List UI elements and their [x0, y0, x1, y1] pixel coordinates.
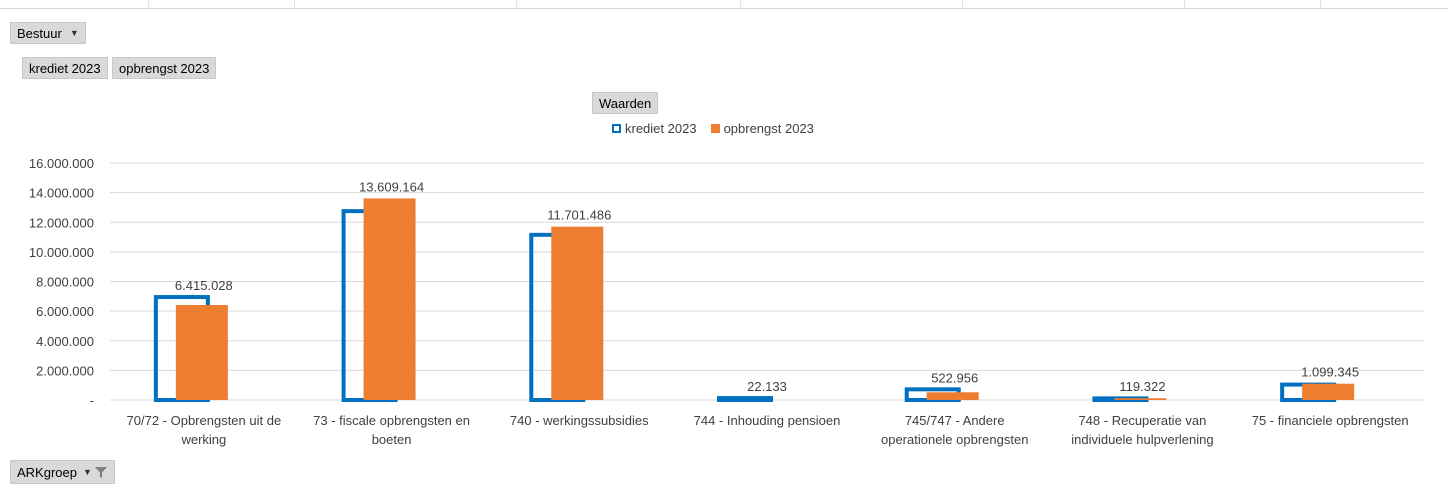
- bestuur-filter-label: Bestuur: [17, 25, 62, 41]
- y-tick-label: 6.000.000: [36, 304, 94, 319]
- y-tick-label: 12.000.000: [29, 215, 94, 230]
- data-label: 119.322: [1119, 379, 1165, 394]
- column-divider: [1184, 0, 1185, 8]
- y-tick-label: 8.000.000: [36, 275, 94, 290]
- column-divider: [962, 0, 963, 8]
- x-category-label: 70/72 - Opbrengsten uit de: [127, 413, 282, 428]
- legend-label-krediet: krediet 2023: [625, 121, 697, 136]
- x-category-label: 744 - Inhouding pensioen: [694, 413, 841, 428]
- x-category-label: 748 - Recuperatie van: [1078, 413, 1206, 428]
- bar-opbrengst: [551, 226, 604, 400]
- legend-label-opbrengst: opbrengst 2023: [723, 121, 814, 136]
- x-axis-category-labels: 70/72 - Opbrengsten uit de werking 73 - fi…: [127, 413, 1409, 447]
- filter-icon: [94, 467, 107, 478]
- arkgroep-filter-label: ARKgroep: [17, 464, 77, 480]
- y-tick-label: -: [90, 393, 94, 408]
- bar-opbrengst: [926, 392, 979, 400]
- y-tick-label: 16.000.000: [29, 156, 94, 171]
- sheet-column-strip: [0, 0, 1448, 9]
- column-divider: [1320, 0, 1321, 8]
- bar-opbrengst: [175, 304, 228, 400]
- chart-legend: krediet 2023 opbrengst 2023: [612, 121, 828, 136]
- column-divider: [740, 0, 741, 8]
- x-category-label: 73 - fiscale opbrengsten en: [313, 413, 470, 428]
- column-divider: [516, 0, 517, 8]
- x-category-label: 740 - werkingssubsidies: [510, 413, 649, 428]
- y-tick-label: 10.000.000: [29, 245, 94, 260]
- gridlines: [110, 162, 1424, 401]
- column-divider: [294, 0, 295, 8]
- data-label: 11.701.486: [547, 208, 611, 223]
- y-tick-label: 2.000.000: [36, 363, 94, 378]
- data-label: 22.133: [747, 379, 787, 394]
- data-label: 522.956: [931, 370, 978, 385]
- bestuur-filter-button[interactable]: Bestuur ▼: [10, 22, 86, 44]
- waarden-field-label: Waarden: [599, 95, 652, 111]
- legend-swatch-krediet: [612, 124, 621, 133]
- y-tick-label: 4.000.000: [36, 334, 94, 349]
- y-axis-tick-labels: - 2.000.000 4.000.000 6.000.000 8.000.000 10.…: [29, 156, 94, 408]
- bar-opbrengst: [363, 198, 416, 400]
- data-label: 13.609.164: [359, 179, 424, 194]
- x-category-label: operationele opbrengsten: [881, 432, 1028, 447]
- bar-opbrengst: [1302, 383, 1355, 400]
- krediet-value-button[interactable]: krediet 2023: [22, 57, 108, 79]
- dropdown-arrow-icon: ▼: [69, 28, 79, 38]
- data-label: 1.099.345: [1301, 365, 1359, 380]
- opbrengst-value-label: opbrengst 2023: [119, 60, 210, 76]
- data-label: 6.415.028: [175, 278, 233, 293]
- legend-swatch-opbrengst: [710, 124, 720, 133]
- bar-opbrengst: [1114, 398, 1167, 400]
- x-category-label: 745/747 - Andere: [905, 413, 1005, 428]
- y-tick-label: 14.000.000: [29, 186, 94, 201]
- legend-item-krediet[interactable]: krediet 2023: [612, 121, 697, 136]
- column-divider: [148, 0, 149, 8]
- krediet-value-label: krediet 2023: [29, 60, 101, 76]
- bar-series: [153, 198, 1355, 403]
- dropdown-arrow-icon: ▼: [82, 467, 92, 477]
- x-category-label: boeten: [372, 432, 412, 447]
- x-category-label: werking: [180, 432, 226, 447]
- bar-krediet: [717, 396, 773, 402]
- opbrengst-value-button[interactable]: opbrengst 2023: [112, 57, 217, 79]
- legend-item-opbrengst[interactable]: opbrengst 2023: [710, 121, 814, 136]
- x-category-label: 75 - financiele opbrengsten: [1252, 413, 1409, 428]
- waarden-field-button[interactable]: Waarden: [592, 92, 659, 114]
- arkgroep-filter-button[interactable]: ARKgroep ▼: [10, 460, 115, 484]
- data-labels: 6.415.028 13.609.164 11.701.486 22.133 522.9…: [175, 179, 1359, 394]
- x-category-label: individuele hulpverlening: [1071, 432, 1213, 447]
